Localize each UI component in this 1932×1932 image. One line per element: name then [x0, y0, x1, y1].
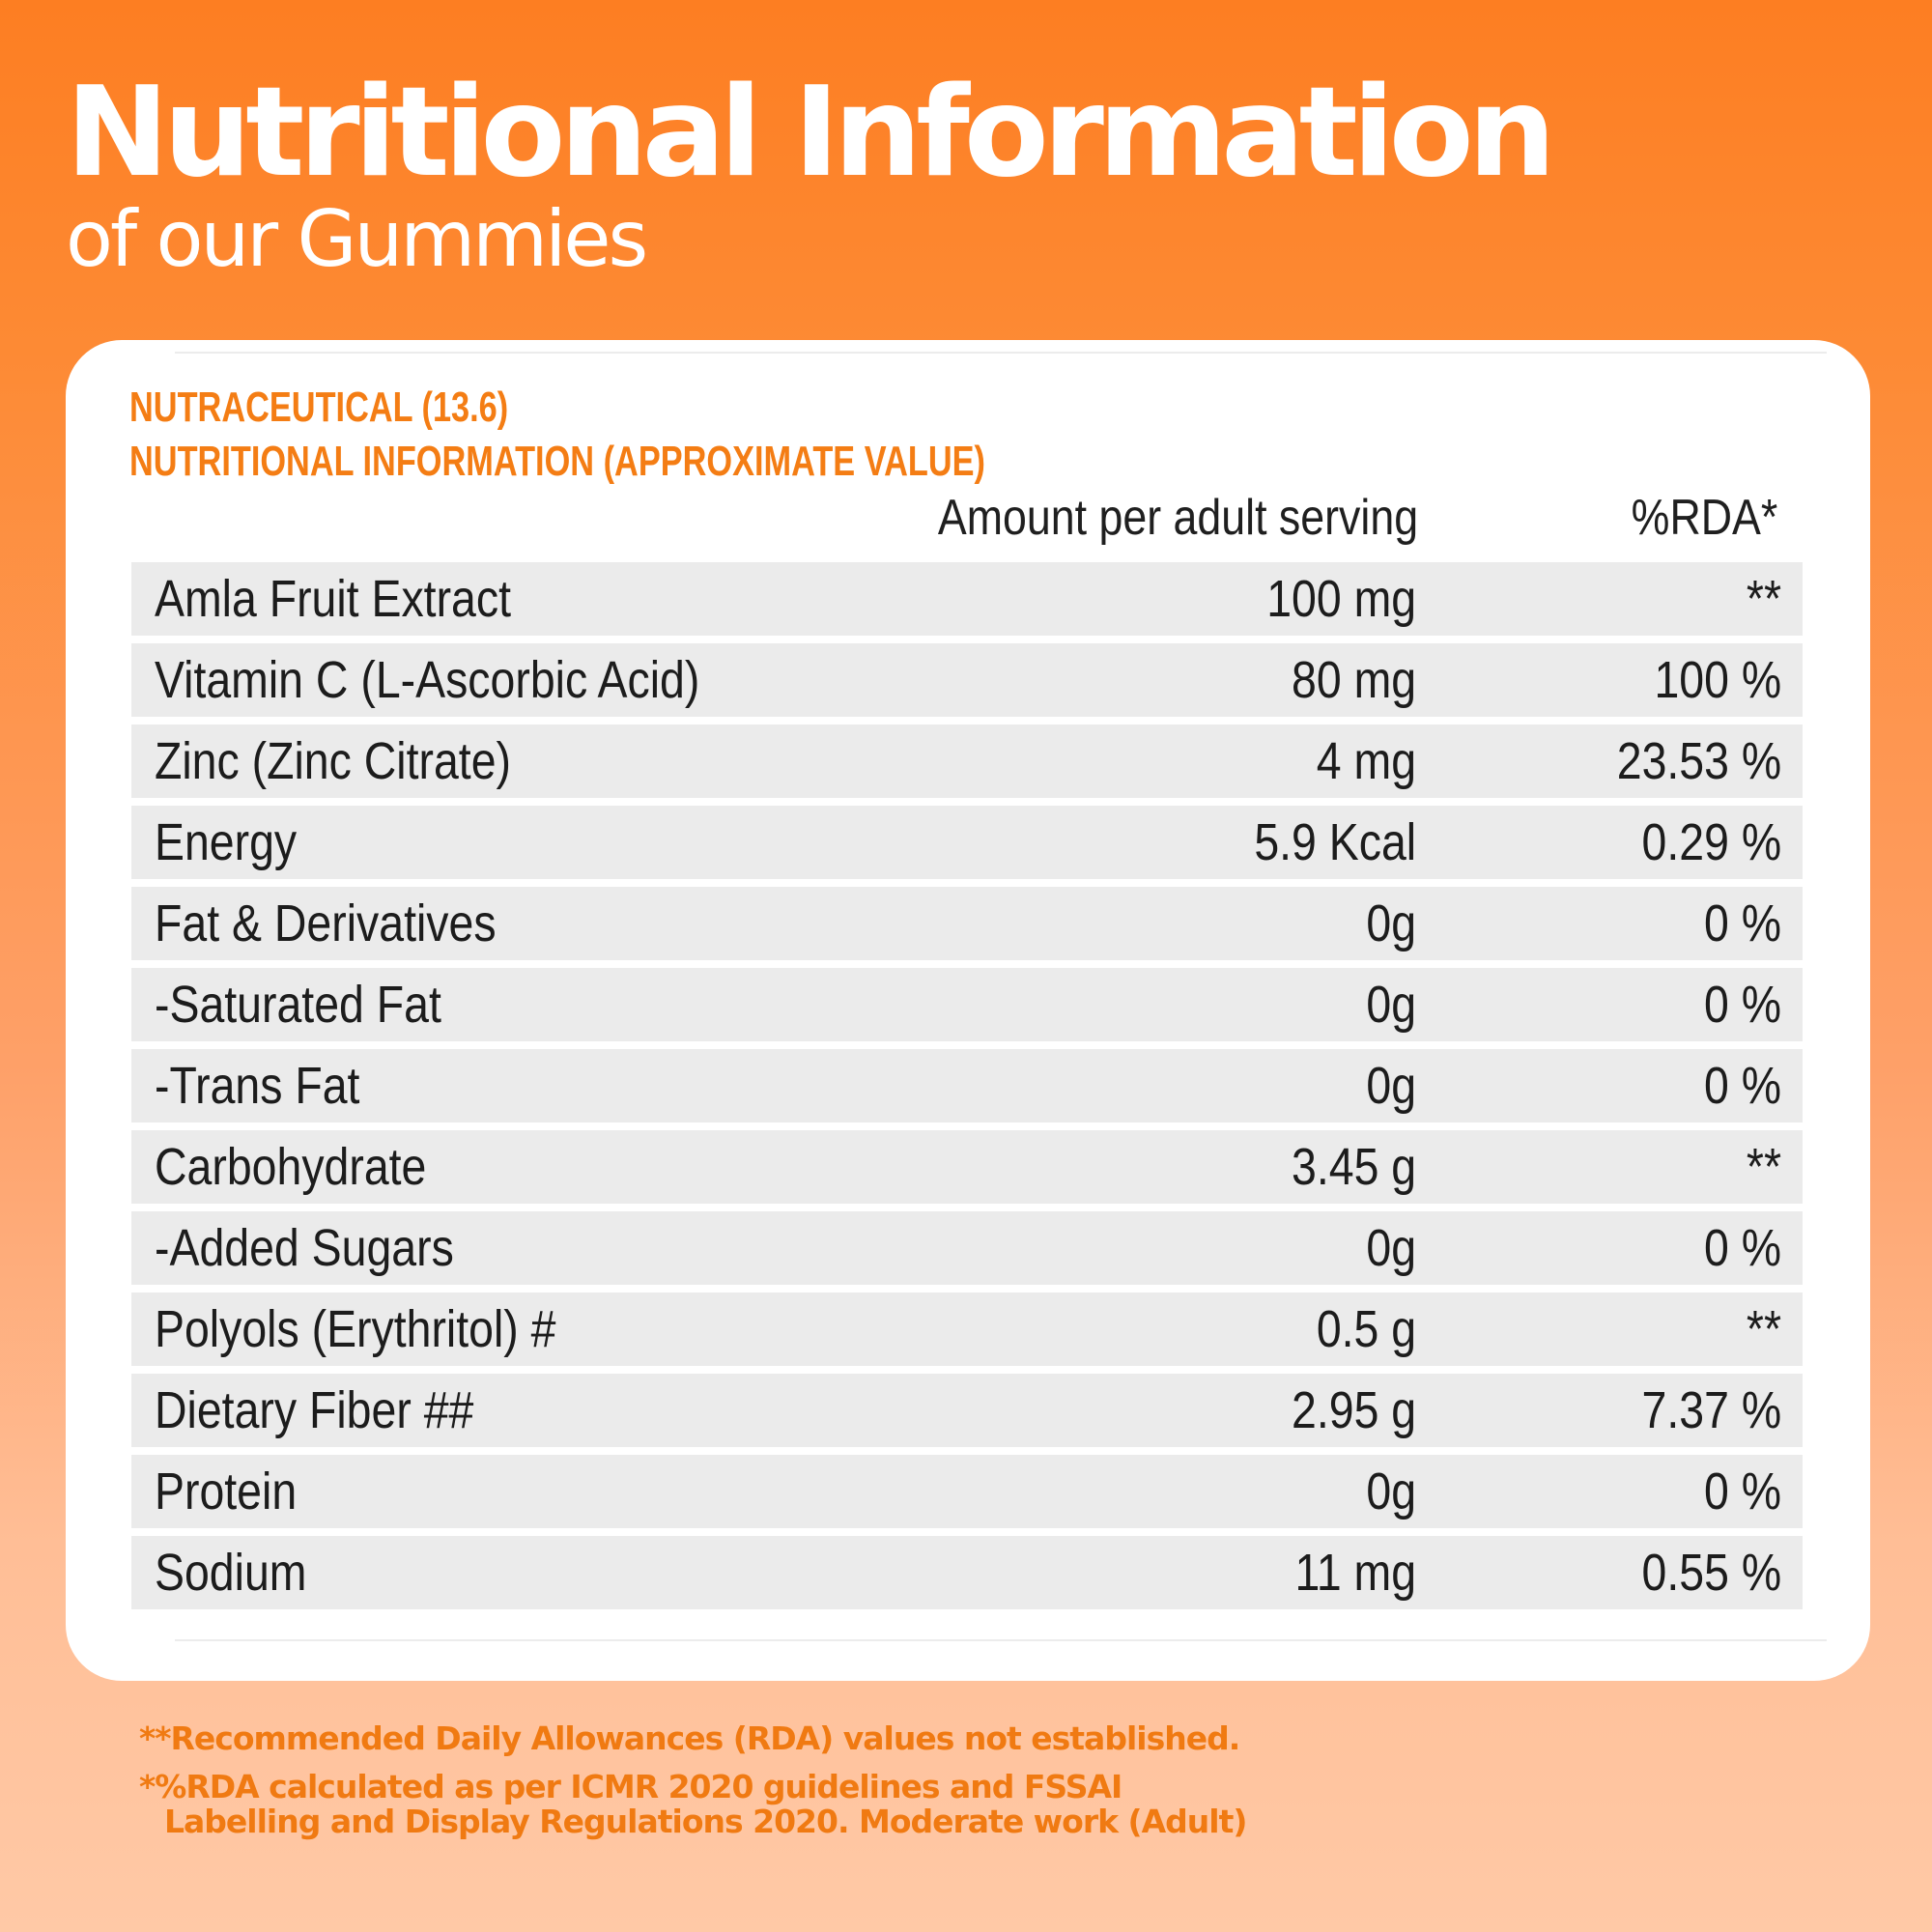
table-row: Dietary Fiber ## 2.95 g 7.37 % [131, 1374, 1803, 1447]
nutrient-rda: ** [1746, 1138, 1781, 1196]
nutrient-amount: 4 mg [1316, 732, 1416, 790]
nutrient-name: Carbohydrate [155, 1138, 427, 1196]
page-subtitle: of our Gummies [66, 194, 648, 284]
table-row: Amla Fruit Extract 100 mg ** [131, 562, 1803, 636]
nutrient-rda: 0 % [1703, 895, 1781, 952]
nutrient-name: Sodium [155, 1544, 307, 1602]
nutrient-amount: 0g [1366, 976, 1416, 1034]
nutrient-name: Fat & Derivatives [155, 895, 497, 952]
label-heading-nutritional-info: NUTRITIONAL INFORMATION (APPROXIMATE VAL… [129, 438, 985, 485]
nutrient-name: Vitamin C (L-Ascorbic Acid) [155, 651, 700, 709]
label-heading-nutraceutical: NUTRACEUTICAL (13.6) [129, 384, 509, 431]
nutrient-name: -Added Sugars [155, 1219, 454, 1277]
nutrition-table: Amla Fruit Extract 100 mg ** Vitamin C (… [131, 562, 1803, 1617]
table-row: Energy 5.9 Kcal 0.29 % [131, 806, 1803, 879]
table-row: Zinc (Zinc Citrate) 4 mg 23.53 % [131, 724, 1803, 798]
nutrient-amount: 0g [1366, 1057, 1416, 1115]
column-header-amount: Amount per adult serving [937, 490, 1418, 546]
table-row: -Saturated Fat 0g 0 % [131, 968, 1803, 1041]
nutrient-rda: 0 % [1703, 976, 1781, 1034]
nutrient-rda: 7.37 % [1641, 1381, 1781, 1439]
table-row: Polyols (Erythritol) # 0.5 g ** [131, 1293, 1803, 1366]
card-divider-top [175, 352, 1827, 354]
nutrient-rda: 100 % [1654, 651, 1781, 709]
nutrient-rda: 23.53 % [1616, 732, 1781, 790]
nutrient-name: -Saturated Fat [155, 976, 441, 1034]
nutrient-name: Protein [155, 1463, 298, 1520]
table-row: -Trans Fat 0g 0 % [131, 1049, 1803, 1122]
nutrient-amount: 0g [1366, 1463, 1416, 1520]
nutrient-amount: 0g [1366, 1219, 1416, 1277]
nutrient-rda: 0.29 % [1641, 813, 1781, 871]
nutrient-amount: 3.45 g [1291, 1138, 1416, 1196]
nutrient-rda: 0.55 % [1641, 1544, 1781, 1602]
card-divider-bottom [175, 1639, 1827, 1641]
nutrition-label-card: NUTRACEUTICAL (13.6) NUTRITIONAL INFORMA… [66, 340, 1870, 1681]
nutrient-name: Energy [155, 813, 298, 871]
table-row: -Added Sugars 0g 0 % [131, 1211, 1803, 1285]
nutrient-amount: 2.95 g [1291, 1381, 1416, 1439]
table-row: Protein 0g 0 % [131, 1455, 1803, 1528]
nutrient-rda: ** [1746, 570, 1781, 628]
table-row: Carbohydrate 3.45 g ** [131, 1130, 1803, 1204]
nutrient-rda: 0 % [1703, 1463, 1781, 1520]
nutrient-amount: 100 mg [1266, 570, 1416, 628]
nutrient-amount: 0g [1366, 895, 1416, 952]
nutrient-rda: ** [1746, 1300, 1781, 1358]
footnote-rda-not-established: **Recommended Daily Allowances (RDA) val… [139, 1719, 1240, 1757]
table-row: Fat & Derivatives 0g 0 % [131, 887, 1803, 960]
table-row: Sodium 11 mg 0.55 % [131, 1536, 1803, 1609]
nutrient-amount: 0.5 g [1316, 1300, 1416, 1358]
column-header-rda: %RDA* [1631, 490, 1777, 546]
nutrient-name: Polyols (Erythritol) # [155, 1300, 556, 1358]
nutrient-amount: 11 mg [1294, 1544, 1416, 1602]
page-title: Nutritional Information [66, 61, 1556, 205]
nutrient-amount: 80 mg [1291, 651, 1416, 709]
footnote-rda-calculation: *%RDA calculated as per ICMR 2020 guidel… [139, 1768, 1247, 1840]
nutrient-amount: 5.9 Kcal [1254, 813, 1416, 871]
footnote-rda-calculation-line2: Labelling and Display Regulations 2020. … [164, 1803, 1247, 1840]
nutrient-name: Zinc (Zinc Citrate) [155, 732, 511, 790]
nutrient-name: -Trans Fat [155, 1057, 360, 1115]
footnote-rda-calculation-line1: *%RDA calculated as per ICMR 2020 guidel… [139, 1768, 1122, 1805]
nutrient-name: Dietary Fiber ## [155, 1381, 474, 1439]
nutrient-rda: 0 % [1703, 1057, 1781, 1115]
nutrient-rda: 0 % [1703, 1219, 1781, 1277]
nutrient-name: Amla Fruit Extract [155, 570, 512, 628]
table-row: Vitamin C (L-Ascorbic Acid) 80 mg 100 % [131, 643, 1803, 717]
